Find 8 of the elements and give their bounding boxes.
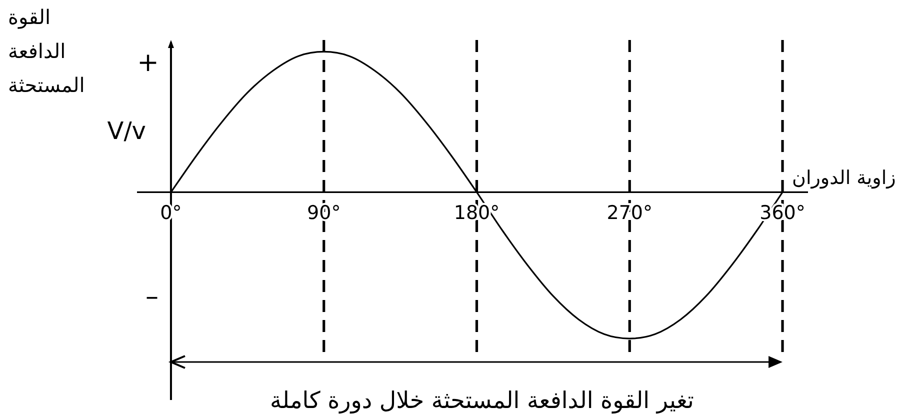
annotation: + — [137, 48, 159, 78]
annotation: – — [146, 282, 158, 312]
x-axis-title: زاوية الدوران — [792, 167, 896, 189]
text: تغير القوة الدافعة المستحثة خلال دورة كاملة — [270, 388, 694, 414]
x-tick-label: 90° — [307, 202, 341, 224]
y-axis-title: القوة الدافعة المستحثة — [8, 4, 86, 99]
x-tick-label: 270° — [606, 202, 653, 224]
annotation: V/v — [107, 117, 146, 145]
